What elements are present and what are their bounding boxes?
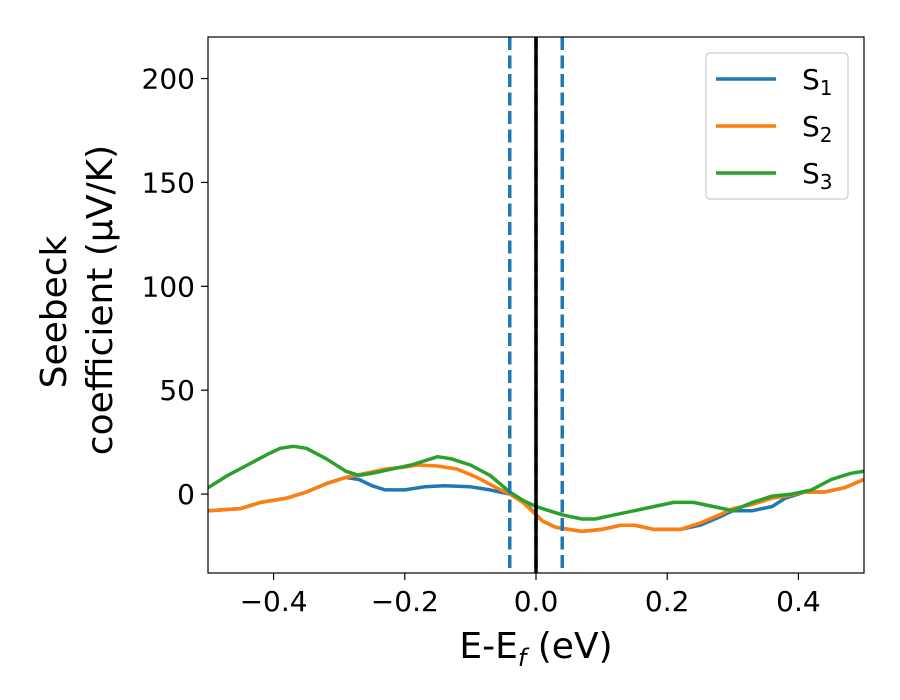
y-tick-label: 0 <box>177 478 195 511</box>
y-axis-title-line1: Seebeck <box>34 235 75 388</box>
legend-label-s2: S2 <box>802 110 833 147</box>
legend-label-s1: S1 <box>802 63 833 100</box>
x-axis-title-tail: (eV) <box>526 626 612 667</box>
legend-label-main: S <box>802 63 820 96</box>
series-line-s3 <box>208 444 864 521</box>
legend-label-sub: 2 <box>820 123 833 147</box>
y-axis-title: Seebeck coefficient (μV/K) <box>34 145 121 455</box>
x-tick-label: 0.0 <box>514 585 559 618</box>
y-tick-label: 200 <box>142 63 195 96</box>
y-axis-title-line2: coefficient (μV/K) <box>80 145 121 455</box>
x-tick-label: −0.2 <box>371 585 439 618</box>
legend-box <box>705 52 849 200</box>
legend-label-sub: 1 <box>820 76 833 100</box>
x-tick-label: 0.4 <box>776 585 821 618</box>
legend-label-main: S <box>802 157 820 190</box>
x-axis-title: E-Ef (eV) <box>459 626 612 672</box>
plot-series-group <box>208 37 864 573</box>
y-tick-label: 100 <box>142 270 195 303</box>
plot-area <box>207 36 865 574</box>
x-tick-label: 0.2 <box>645 585 690 618</box>
series-line-s2 <box>208 463 864 534</box>
legend-label-sub: 3 <box>820 170 833 194</box>
y-tick-label: 150 <box>142 166 195 199</box>
x-tick-label: −0.4 <box>240 585 308 618</box>
legend-label-s3: S3 <box>802 157 833 194</box>
x-axis-title-main: E-E <box>459 626 517 667</box>
axis-ticks: −0.4 −0.2 0.0 0.2 0.4 0 50 100 150 200 <box>142 63 821 618</box>
legend-label-main: S <box>802 110 820 143</box>
y-tick-label: 50 <box>159 374 195 407</box>
